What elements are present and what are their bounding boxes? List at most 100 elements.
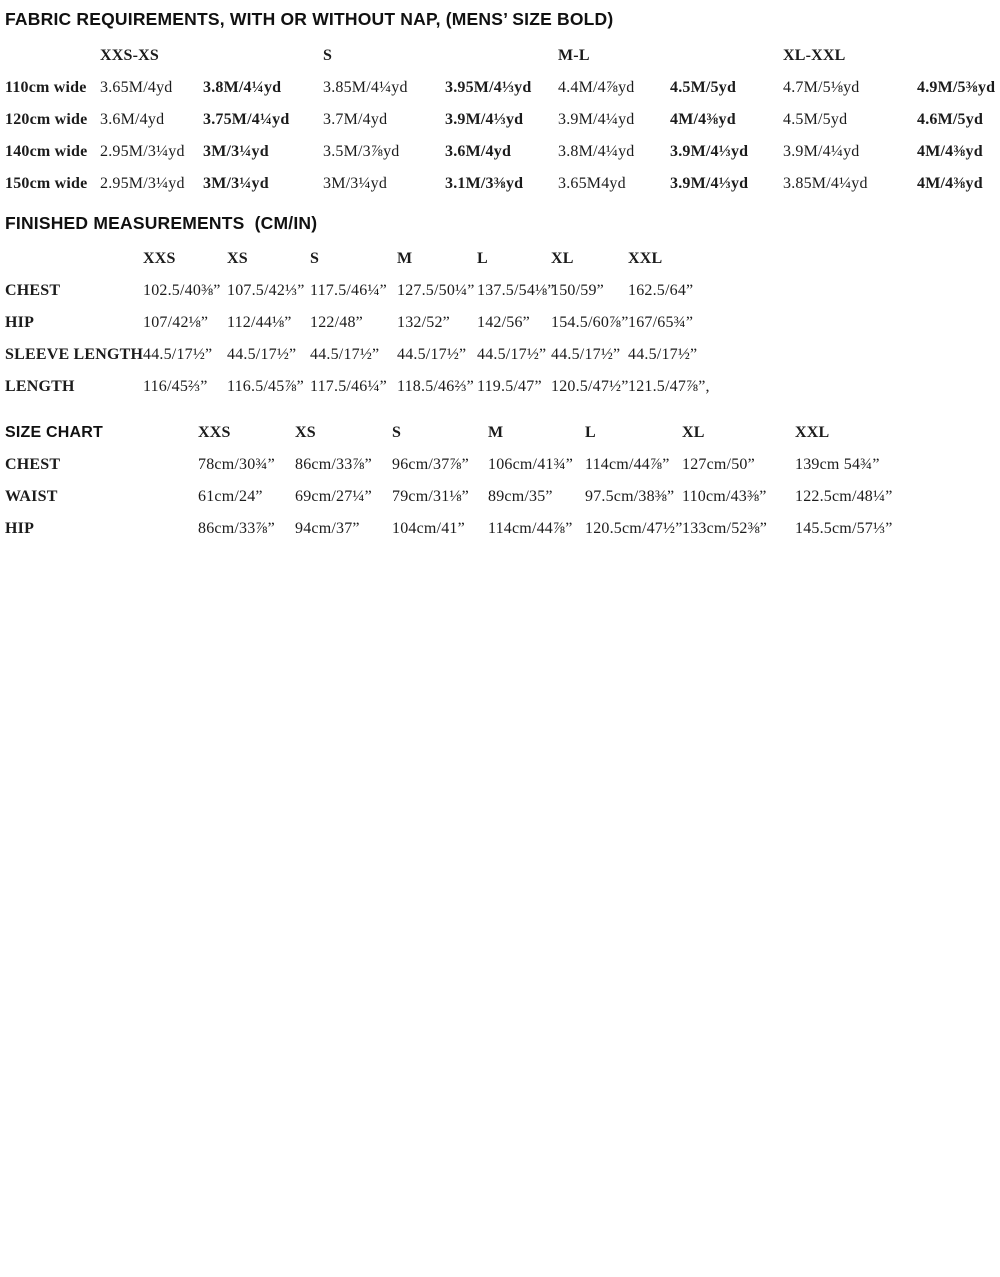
size-header: M bbox=[488, 424, 504, 441]
size-header: XXS bbox=[143, 250, 176, 267]
fabric-requirements-table: XXS-XS S M-L XL-XXL 110cm wide 3.65M/4yd 3.8M/… bbox=[5, 40, 1000, 200]
fabric-cell: 3.65M/4yd bbox=[100, 79, 173, 96]
measurement-cell: 44.5/17½” bbox=[310, 346, 380, 363]
size-header: XXL bbox=[795, 424, 830, 441]
measurement-cell: 150/59” bbox=[551, 282, 604, 299]
measurement-row-label: SLEEVE LENGTH bbox=[5, 346, 144, 363]
measurement-cell: 127.5/50¼” bbox=[397, 282, 475, 299]
size-header: XXL bbox=[628, 250, 663, 267]
size-header: XS bbox=[227, 250, 248, 267]
size-header: S bbox=[392, 424, 402, 441]
finished-measurements-table: XXS XS S M L XL XXL CHEST 102.5/40⅜” 107.5/42⅓” 11… bbox=[5, 243, 710, 403]
fabric-cell: 3.9M/4¼yd bbox=[783, 143, 860, 160]
fabric-cell: 4M/4⅜yd bbox=[917, 143, 983, 160]
measurement-cell: 121.5/47⅞”, bbox=[628, 378, 710, 395]
measurement-cell: 139cm 54¾” bbox=[795, 456, 880, 473]
measurement-cell: 112/44⅛” bbox=[227, 314, 292, 331]
fabric-cell: 3.1M/3⅜yd bbox=[445, 175, 524, 192]
measurement-cell: 154.5/60⅞” bbox=[551, 314, 629, 331]
fabric-cell: 3.85M/4¼yd bbox=[323, 79, 408, 96]
measurement-cell: 102.5/40⅜” bbox=[143, 282, 221, 299]
measurement-cell: 104cm/41” bbox=[392, 520, 465, 537]
size-chart-title: SIZE CHART bbox=[5, 424, 103, 441]
measurement-cell: 162.5/64” bbox=[628, 282, 694, 299]
fabric-cell: 3.6M/4yd bbox=[445, 143, 512, 160]
measurement-cell: 69cm/27¼” bbox=[295, 488, 372, 505]
corner-spacer bbox=[5, 40, 100, 72]
fabric-cell: 3.9M/4⅓yd bbox=[445, 111, 524, 128]
measurement-cell: 44.5/17½” bbox=[227, 346, 297, 363]
measurement-cell: 127cm/50” bbox=[682, 456, 755, 473]
measurement-cell: 86cm/33⅞” bbox=[295, 456, 372, 473]
measurement-row-label: WAIST bbox=[5, 488, 58, 505]
measurement-cell: 86cm/33⅞” bbox=[198, 520, 275, 537]
fabric-cell: 4.9M/5⅜yd bbox=[917, 79, 996, 96]
measurement-cell: 107/42⅛” bbox=[143, 314, 209, 331]
measurement-cell: 116/45⅔” bbox=[143, 378, 208, 395]
fabric-cell: 4.5M/5yd bbox=[783, 111, 848, 128]
measurement-cell: 132/52” bbox=[397, 314, 450, 331]
fabric-row-label: 120cm wide bbox=[5, 111, 88, 128]
corner-spacer bbox=[5, 243, 143, 275]
measurement-row-label: CHEST bbox=[5, 456, 61, 473]
measurement-cell: 44.5/17½” bbox=[551, 346, 621, 363]
measurement-cell: 133cm/52⅜” bbox=[682, 520, 768, 537]
measurement-cell: 137.5/54⅛” bbox=[477, 282, 555, 299]
measurement-cell: 94cm/37” bbox=[295, 520, 360, 537]
measurement-cell: 120.5/47½” bbox=[551, 378, 629, 395]
fabric-cell: 3M/3¼yd bbox=[323, 175, 388, 192]
fabric-cell: 3.9M/4¼yd bbox=[558, 111, 635, 128]
measurement-cell: 110cm/43⅜” bbox=[682, 488, 767, 505]
size-header: XXS bbox=[198, 424, 231, 441]
measurement-cell: 122/48” bbox=[310, 314, 363, 331]
fabric-cell: 2.95M/3¼yd bbox=[100, 143, 185, 160]
measurement-cell: 117.5/46¼” bbox=[310, 282, 387, 299]
measurement-cell: 106cm/41¾” bbox=[488, 456, 574, 473]
fabric-row-label: 110cm wide bbox=[5, 79, 87, 96]
size-chart-table: SIZE CHART XXS XS S M L XL XXL CHEST 78cm/30¾” 86c… bbox=[5, 417, 893, 545]
size-header: XS bbox=[295, 424, 316, 441]
fabric-cell: 3.8M/4¼yd bbox=[203, 79, 282, 96]
fabric-cell: 3.85M/4¼yd bbox=[783, 175, 868, 192]
fabric-cell: 4M/4⅜yd bbox=[670, 111, 736, 128]
measurement-cell: 44.5/17½” bbox=[628, 346, 698, 363]
size-header: S bbox=[310, 250, 320, 267]
fabric-group-header: XXS-XS bbox=[100, 47, 159, 64]
measurement-cell: 61cm/24” bbox=[198, 488, 263, 505]
measurement-row-label: HIP bbox=[5, 520, 35, 537]
fabric-cell: 3.8M/4¼yd bbox=[558, 143, 635, 160]
fabric-cell: 3.75M/4¼yd bbox=[203, 111, 290, 128]
fabric-cell: 3.7M/4yd bbox=[323, 111, 388, 128]
measurement-cell: 107.5/42⅓” bbox=[227, 282, 305, 299]
size-header: XL bbox=[682, 424, 705, 441]
fabric-cell: 3.5M/3⅞yd bbox=[323, 143, 400, 160]
fabric-cell: 4.6M/5yd bbox=[917, 111, 984, 128]
fabric-cell: 3.9M/4⅓yd bbox=[670, 175, 749, 192]
fabric-group-header: XL-XXL bbox=[783, 47, 846, 64]
size-header: L bbox=[585, 424, 596, 441]
fabric-cell: 4.5M/5yd bbox=[670, 79, 737, 96]
fabric-cell: 3.65M4yd bbox=[558, 175, 626, 192]
measurement-cell: 142/56” bbox=[477, 314, 530, 331]
fabric-cell: 2.95M/3¼yd bbox=[100, 175, 185, 192]
measurement-cell: 120.5cm/47½” bbox=[585, 520, 683, 537]
measurement-cell: 114cm/44⅞” bbox=[585, 456, 670, 473]
measurement-cell: 145.5cm/57⅓” bbox=[795, 520, 893, 537]
fabric-requirements-title: FABRIC REQUIREMENTS, WITH OR WITHOUT NAP… bbox=[5, 9, 614, 29]
fabric-row-label: 140cm wide bbox=[5, 143, 88, 160]
measurement-cell: 114cm/44⅞” bbox=[488, 520, 573, 537]
fabric-cell: 3M/3¼yd bbox=[203, 143, 269, 160]
measurement-cell: 167/65¾” bbox=[628, 314, 694, 331]
fabric-cell: 4.4M/4⅞yd bbox=[558, 79, 635, 96]
measurement-cell: 118.5/46⅔” bbox=[397, 378, 474, 395]
fabric-group-header: S bbox=[323, 47, 333, 64]
measurement-cell: 97.5cm/38⅜” bbox=[585, 488, 675, 505]
finished-measurements-title: FINISHED MEASUREMENTS (CM/IN) bbox=[5, 213, 318, 233]
fabric-cell: 3.9M/4⅓yd bbox=[670, 143, 749, 160]
fabric-group-header: M-L bbox=[558, 47, 590, 64]
measurement-cell: 96cm/37⅞” bbox=[392, 456, 469, 473]
measurement-cell: 122.5cm/48¼” bbox=[795, 488, 893, 505]
measurement-cell: 79cm/31⅛” bbox=[392, 488, 469, 505]
fabric-cell: 4M/4⅜yd bbox=[917, 175, 983, 192]
